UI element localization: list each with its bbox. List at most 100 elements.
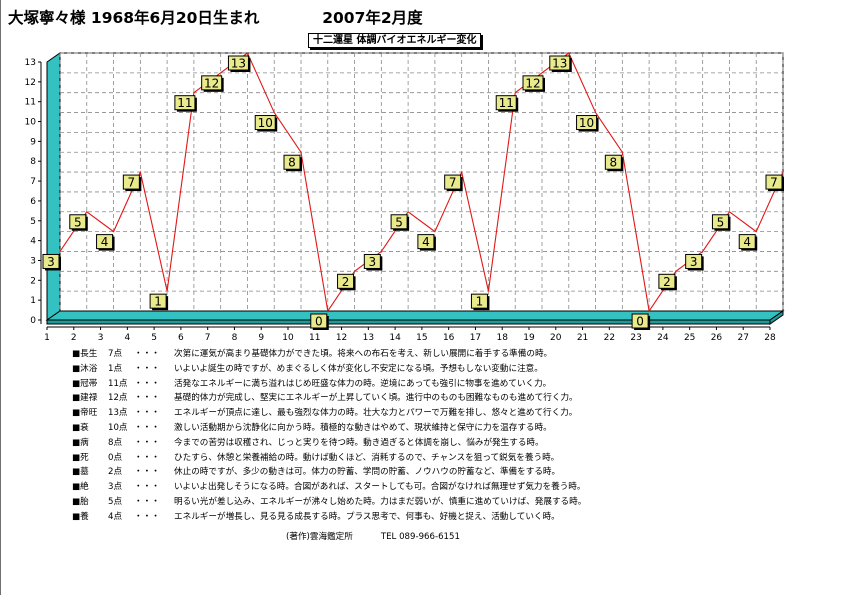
- data-label: 12: [522, 75, 545, 92]
- legend-list: ■長生 7点 ・・・ 次第に運気が高まり基礎体力ができた頃。将来への布石を考え、新しい…: [72, 347, 586, 525]
- legend-item: ■冠帯 11点 ・・・ 活発なエネルギーに満ち溢れはじめ旺盛な体力の時。逆境にあっても…: [72, 377, 586, 392]
- legend-item-name: ■胎: [72, 496, 89, 507]
- x-tick-label: 4: [124, 333, 130, 343]
- data-label: 11: [495, 95, 519, 112]
- data-label-value: 11: [499, 96, 514, 110]
- x-tick-label: 1: [44, 333, 50, 343]
- y-tick-label: 5: [30, 217, 36, 227]
- data-label: 1: [149, 293, 169, 311]
- data-label-box: [444, 174, 462, 190]
- floor-front: [46, 319, 771, 325]
- data-label-box: [227, 55, 249, 71]
- x-tick-label: 24: [657, 333, 669, 343]
- data-label-box: [711, 214, 729, 230]
- data-label: 5: [69, 214, 88, 231]
- data-label-box: [337, 273, 355, 289]
- data-label-box: [390, 214, 408, 230]
- birth-date: 1968年6月20日生まれ: [90, 9, 260, 27]
- legend-item-score: 4点: [108, 511, 123, 522]
- legend-item-dots: ・・・: [134, 349, 160, 359]
- floor-side: [769, 310, 784, 325]
- x-tick-label: 10: [282, 333, 294, 343]
- legend-item-name: ■衰: [72, 422, 89, 433]
- y-tick-label: 0: [30, 316, 36, 326]
- y-tick-label: 8: [30, 157, 36, 167]
- x-tick-label: 28: [764, 333, 776, 343]
- legend-item: ■胎 5点 ・・・ 明るい光が差し込み、エネルギーが沸々し始めた時。力はまだ弱いが、慎…: [72, 495, 586, 510]
- x-tick-label: 13: [363, 333, 374, 343]
- data-label-box: [283, 154, 301, 170]
- data-label-value: 2: [342, 275, 350, 289]
- x-tick-label: 14: [389, 333, 401, 343]
- data-label: 4: [738, 234, 758, 251]
- page-title: 大塚寧々様 1968年6月20日生まれ 2007年2月度: [8, 6, 423, 28]
- y-tick-label: 13: [25, 58, 36, 68]
- legend-item-dots: ・・・: [134, 422, 160, 433]
- data-label-value: 11: [177, 96, 192, 110]
- floor-top: [45, 310, 785, 321]
- data-label-value: 1: [476, 295, 484, 309]
- data-label: 5: [390, 214, 410, 231]
- data-label-value: 10: [579, 116, 594, 130]
- left-wall: [46, 52, 61, 321]
- x-tick-label: 20: [550, 333, 562, 343]
- legend-item-text: ひたすら、休憩と栄養補給の時。動けば動くほど、消耗するので、チャンスを狙って鋭気…: [174, 452, 560, 463]
- data-label: 1: [470, 293, 490, 311]
- data-label: 3: [363, 253, 383, 271]
- legend-item-score: 0点: [108, 452, 123, 463]
- data-label: 10: [254, 115, 278, 132]
- data-label-value: 12: [204, 76, 219, 90]
- data-label-value: 12: [525, 76, 540, 90]
- x-tick-label: 5: [151, 333, 157, 343]
- legend-item: ■絶 3点 ・・・ いよいよ出発しそうになる時。合図があれば、スタートしても可。合図が…: [72, 480, 586, 495]
- legend-item: ■死 0点 ・・・ ひたすら、休憩と栄養補給の時。動けば動くほど、消耗するので、チャン…: [72, 451, 586, 466]
- legend-item-name: ■死: [72, 452, 89, 463]
- legend-item-score: 7点: [108, 349, 123, 359]
- data-label-box: [42, 253, 60, 269]
- legend-item-dots: ・・・: [134, 378, 160, 389]
- legend-item-name: ■沐浴: [72, 363, 98, 374]
- legend-item: ■沐浴 1点 ・・・ いよいよ誕生の時ですが、めまぐるしく体が変化し不安定になる頃。予…: [72, 362, 586, 377]
- footer-author: (著作)雲海鑑定所: [286, 532, 353, 542]
- legend-item-text: エネルギーが増長し、見る見る成長する時。プラス思考で、何事も、好機と捉え、活動し…: [174, 511, 560, 522]
- data-label: 0: [310, 313, 329, 330]
- y-tick-label: 12: [25, 78, 36, 88]
- period: 2007年2月度: [322, 9, 423, 27]
- x-tick-label: 7: [205, 333, 211, 343]
- legend-item: ■建禄 12点 ・・・ 基礎的体力が完成し、堅実にエネルギーが上昇していく頃。進行中の…: [72, 391, 586, 406]
- data-label-box: [149, 293, 167, 309]
- legend-item-score: 2点: [108, 467, 123, 478]
- legend-item: ■長生 7点 ・・・ 次第に運気が高まり基礎体力ができた頃。将来への布石を考え、新しい…: [72, 347, 586, 362]
- legend-item-text: エネルギーが頂点に達し、最も強烈な体力の時。壮大な力とパワーで万難を排し、悠々と…: [174, 408, 578, 419]
- x-tick-label: 8: [232, 333, 238, 343]
- x-tick-label: 9: [258, 333, 264, 343]
- data-label: 8: [604, 154, 624, 172]
- legend-item: ■病 8点 ・・・ 今までの苦労は収穫され、じっと実りを待つ時。動き過ぎると体調を崩し…: [72, 436, 586, 451]
- data-label-box: [765, 174, 783, 190]
- y-tick-label: 4: [30, 237, 36, 247]
- legend-item: ■帝旺 13点 ・・・ エネルギーが頂点に達し、最も強烈な体力の時。壮大な力とパワーで…: [72, 406, 586, 421]
- legend-item-score: 3点: [108, 482, 123, 493]
- data-label: 2: [658, 273, 677, 291]
- legend-item-dots: ・・・: [134, 408, 160, 419]
- data-label-value: 13: [231, 57, 246, 71]
- energy-series: [59, 52, 784, 313]
- data-label-value: 4: [101, 235, 109, 249]
- back-wall: [59, 52, 784, 312]
- legend-item: ■衰 10点 ・・・ 激しい活動期から沈静化に向かう時。積極的な動きはやめて、現状維持…: [72, 421, 586, 436]
- legend-item-text: 明るい光が差し込み、エネルギーが沸々し始めた時。力はまだ弱いが、慎重に進めていけ…: [174, 496, 587, 507]
- data-label-box: [363, 253, 381, 269]
- footer: (著作)雲海鑑定所 TEL 089-966-6151: [286, 530, 460, 542]
- series-line: [59, 52, 784, 313]
- data-label: 4: [96, 234, 115, 251]
- data-label-value: 0: [315, 315, 323, 329]
- data-label-box: [495, 95, 517, 111]
- legend-item-text: 激しい活動期から沈静化に向かう時。積極的な動きはやめて、現状維持と保守に力を温存…: [174, 422, 552, 433]
- data-label: 5: [711, 214, 731, 231]
- legend-item-name: ■長生: [72, 349, 98, 359]
- y-tick-label: 6: [30, 197, 36, 207]
- legend-item-dots: ・・・: [134, 437, 160, 448]
